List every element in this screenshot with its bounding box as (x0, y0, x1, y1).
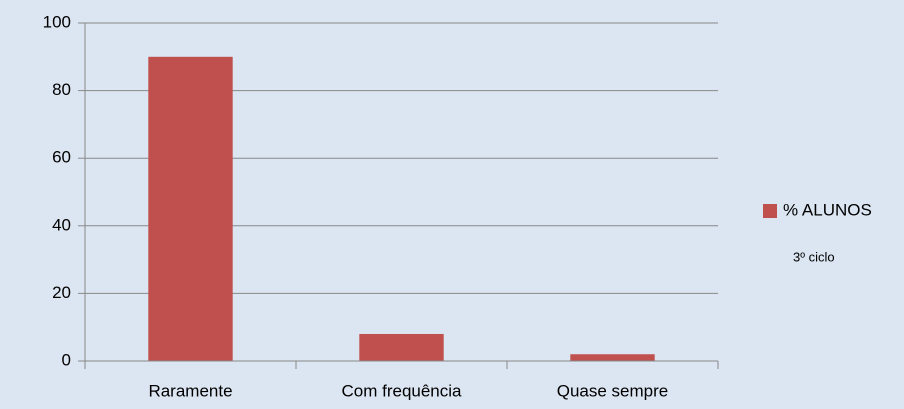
y-tick-label: 80 (52, 80, 71, 99)
y-tick-label: 20 (52, 283, 71, 302)
y-tick-label: 100 (43, 12, 71, 31)
y-tick-label: 60 (52, 148, 71, 167)
x-tick-label: Raramente (148, 381, 232, 400)
legend-label: % ALUNOS (783, 200, 872, 219)
legend-swatch (763, 204, 777, 218)
y-tick-label: 40 (52, 215, 71, 234)
annotation: 3º ciclo (793, 249, 835, 264)
bar (570, 354, 655, 361)
x-tick-label: Com frequência (341, 381, 462, 400)
y-tick-label: 0 (62, 350, 71, 369)
x-tick-label: Quase sempre (557, 381, 669, 400)
bar (359, 333, 444, 361)
bar (148, 56, 233, 362)
